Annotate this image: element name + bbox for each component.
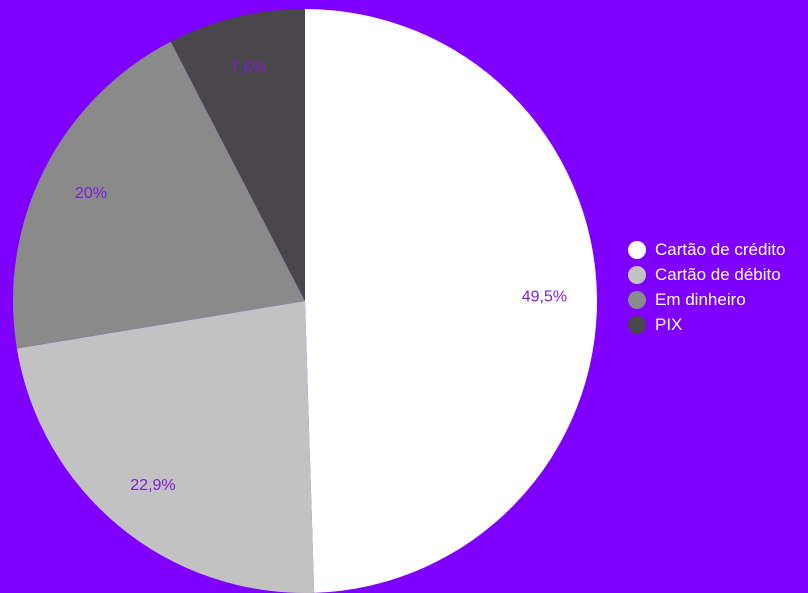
legend-item-cartao-de-credito[interactable]: Cartão de crédito (628, 237, 785, 262)
pie-value-labels: 49,5% 22,9% 20% 7,6% (75, 60, 567, 495)
legend-label: Em dinheiro (655, 289, 746, 309)
pie-label-pix: 7,6% (230, 60, 266, 77)
legend-label: Cartão de débito (655, 264, 781, 284)
legend-swatch (628, 265, 646, 284)
legend-item-cartao-de-debito[interactable]: Cartão de débito (628, 262, 785, 287)
pie-slice-pix[interactable] (170, 9, 305, 301)
pie-slice-cartao-de-credito[interactable] (305, 9, 598, 593)
pie-slice-em-dinheiro[interactable] (13, 41, 306, 349)
pie-label-cartao-de-debito: 22,9% (130, 477, 175, 494)
pie-slice-cartao-de-debito[interactable] (16, 301, 315, 593)
legend-swatch (628, 290, 646, 309)
pie-label-em-dinheiro: 20% (75, 185, 107, 202)
legend-label: PIX (655, 314, 683, 334)
legend-item-pix[interactable]: PIX (628, 312, 785, 337)
legend-label: Cartão de crédito (655, 239, 786, 259)
legend-item-em-dinheiro[interactable]: Em dinheiro (628, 287, 785, 312)
legend-swatch (628, 315, 646, 334)
pie-label-cartao-de-credito: 49,5% (522, 288, 567, 305)
legend-swatch (628, 240, 646, 259)
chart-legend: Cartão de crédito Cartão de débito Em dinh… (628, 237, 785, 337)
pie-slices (13, 9, 598, 593)
